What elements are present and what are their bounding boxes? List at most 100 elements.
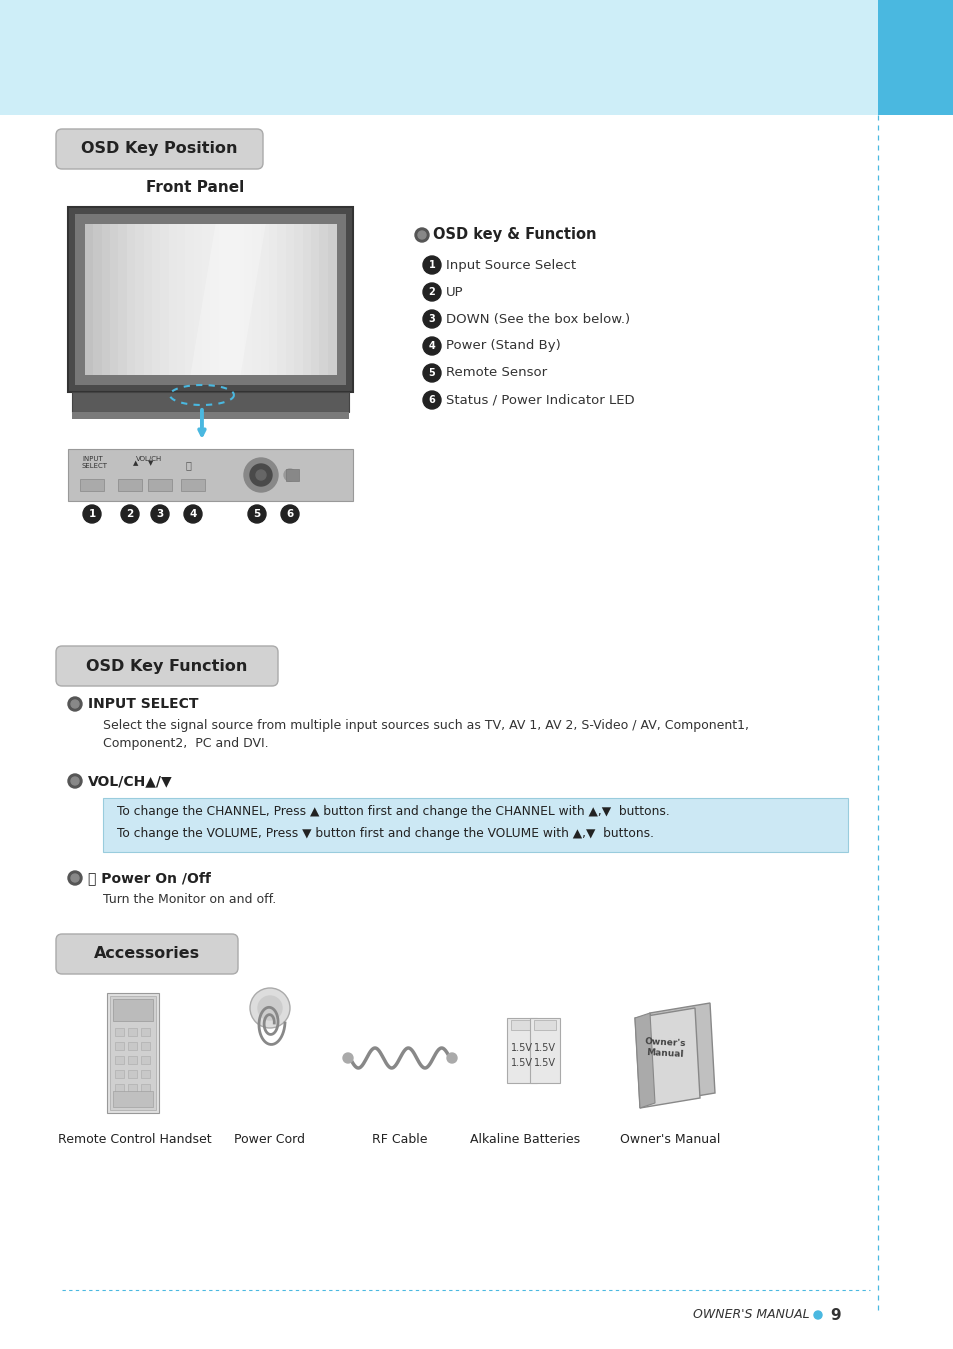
Circle shape xyxy=(255,469,266,480)
Bar xyxy=(93,224,103,375)
Text: INPUT
SELECT: INPUT SELECT xyxy=(82,456,108,469)
Text: RF Cable: RF Cable xyxy=(372,1133,427,1147)
Bar xyxy=(530,1018,559,1083)
Text: Accessories: Accessories xyxy=(93,947,200,962)
Bar xyxy=(0,0,877,115)
Text: Input Source Select: Input Source Select xyxy=(446,259,576,271)
Text: OSD Key Position: OSD Key Position xyxy=(81,142,237,156)
Bar xyxy=(118,224,128,375)
Bar xyxy=(286,469,298,482)
Bar xyxy=(286,224,294,375)
Text: VOL/CH▲/▼: VOL/CH▲/▼ xyxy=(88,774,172,788)
Text: Remote Sensor: Remote Sensor xyxy=(446,367,547,379)
Text: 1.5V: 1.5V xyxy=(511,1043,533,1054)
Bar xyxy=(141,1041,150,1050)
Bar xyxy=(148,479,172,491)
Text: 3: 3 xyxy=(428,314,435,324)
Text: Turn the Monitor on and off.: Turn the Monitor on and off. xyxy=(103,893,276,907)
Bar xyxy=(110,224,119,375)
Circle shape xyxy=(68,774,82,788)
Bar xyxy=(115,1028,124,1036)
Text: 1: 1 xyxy=(428,260,435,270)
Bar xyxy=(302,224,312,375)
Polygon shape xyxy=(635,1013,655,1108)
Text: 1.5V: 1.5V xyxy=(534,1043,556,1054)
Circle shape xyxy=(121,505,139,523)
Circle shape xyxy=(422,283,440,301)
FancyBboxPatch shape xyxy=(56,130,263,169)
Bar xyxy=(115,1070,124,1078)
Bar xyxy=(269,224,278,375)
Text: Front Panel: Front Panel xyxy=(146,179,244,196)
Text: 1.5V: 1.5V xyxy=(511,1058,533,1068)
Bar xyxy=(128,1056,137,1064)
Bar xyxy=(202,224,212,375)
Circle shape xyxy=(250,464,272,486)
Text: DOWN (See the box below.): DOWN (See the box below.) xyxy=(446,313,630,325)
Circle shape xyxy=(422,337,440,355)
Circle shape xyxy=(417,231,426,239)
Text: Alkaline Batteries: Alkaline Batteries xyxy=(470,1133,579,1147)
Text: Owner's Manual: Owner's Manual xyxy=(619,1133,720,1147)
Circle shape xyxy=(422,310,440,328)
Bar xyxy=(534,1020,556,1031)
Bar xyxy=(244,224,253,375)
Bar xyxy=(506,1018,537,1083)
Bar xyxy=(85,224,94,375)
Circle shape xyxy=(151,505,169,523)
Text: ⏻: ⏻ xyxy=(185,460,191,469)
Text: To change the VOLUME, Press ▼ button first and change the VOLUME with ▲,▼  butto: To change the VOLUME, Press ▼ button fir… xyxy=(117,827,654,840)
Circle shape xyxy=(257,996,282,1020)
Text: Power Cord: Power Cord xyxy=(234,1133,305,1147)
Bar xyxy=(112,1091,152,1108)
Bar xyxy=(135,224,145,375)
FancyBboxPatch shape xyxy=(56,934,237,974)
Text: INPUT SELECT: INPUT SELECT xyxy=(88,697,198,711)
Text: To change the CHANNEL, Press ▲ button first and change the CHANNEL with ▲,▼  but: To change the CHANNEL, Press ▲ button fi… xyxy=(117,805,669,819)
Bar xyxy=(128,1041,137,1050)
Text: Remote Control Handset: Remote Control Handset xyxy=(58,1133,212,1147)
Text: 9: 9 xyxy=(829,1307,840,1322)
Circle shape xyxy=(422,364,440,382)
Text: ⏻ Power On /Off: ⏻ Power On /Off xyxy=(88,871,211,885)
Text: Owner's
Manual: Owner's Manual xyxy=(643,1037,685,1059)
Text: ▲: ▲ xyxy=(132,460,138,465)
Bar xyxy=(128,1070,137,1078)
Circle shape xyxy=(422,256,440,274)
Bar xyxy=(75,214,346,384)
Bar xyxy=(211,224,219,375)
Bar xyxy=(319,224,328,375)
Polygon shape xyxy=(191,224,266,375)
Bar xyxy=(71,393,349,411)
Text: VOL/CH: VOL/CH xyxy=(136,456,162,461)
Bar xyxy=(118,479,142,491)
Bar xyxy=(115,1056,124,1064)
Circle shape xyxy=(68,697,82,711)
Bar xyxy=(128,1028,137,1036)
Bar xyxy=(253,224,261,375)
Circle shape xyxy=(281,505,298,523)
Bar xyxy=(177,224,186,375)
Text: 2: 2 xyxy=(126,509,133,519)
Text: 3: 3 xyxy=(156,509,164,519)
Text: ▼: ▼ xyxy=(148,460,153,465)
Circle shape xyxy=(83,505,101,523)
Bar xyxy=(169,224,178,375)
Bar xyxy=(102,224,111,375)
Bar xyxy=(152,224,161,375)
Circle shape xyxy=(343,1054,353,1063)
Text: 5: 5 xyxy=(253,509,260,519)
Circle shape xyxy=(71,700,79,708)
Bar xyxy=(143,224,152,375)
Bar xyxy=(107,993,159,1113)
Circle shape xyxy=(68,871,82,885)
Bar xyxy=(327,224,336,375)
Circle shape xyxy=(422,391,440,409)
Text: UP: UP xyxy=(446,286,463,298)
Bar xyxy=(311,224,320,375)
Circle shape xyxy=(244,459,277,492)
Bar xyxy=(277,224,287,375)
Polygon shape xyxy=(649,1004,714,1103)
Circle shape xyxy=(415,228,429,241)
Text: OWNER'S MANUAL: OWNER'S MANUAL xyxy=(693,1309,809,1322)
